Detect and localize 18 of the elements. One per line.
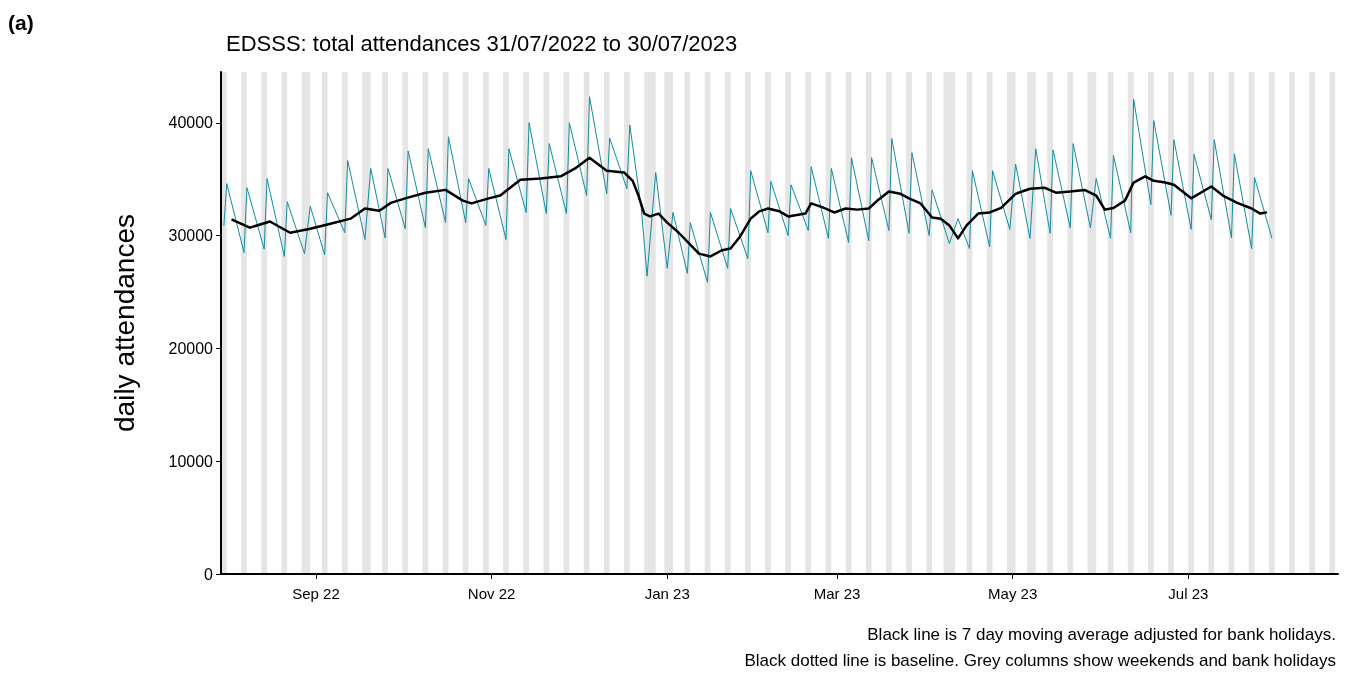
y-tick-label: 0 (204, 565, 214, 583)
text: (a) (8, 11, 34, 34)
y-tick-label: 40000 (168, 114, 214, 132)
x-tick-label: Jan 23 (644, 585, 690, 602)
text: Black dotted line is baseline. Grey columns show weekends and bank holidays (744, 651, 1336, 670)
x-tick-label: Nov 22 (467, 585, 516, 602)
y-tick-label: 30000 (168, 227, 214, 245)
text: Black line is 7 day moving average adjusted for bank holidays. (867, 625, 1336, 644)
line-series (223, 96, 1273, 283)
y-tick-label: 20000 (168, 339, 214, 357)
y-axis-title: daily attendances (108, 214, 140, 432)
y-tick-label: 10000 (168, 452, 214, 470)
x-tick-label: Jul 23 (1168, 585, 1209, 602)
x-tick-label: Mar 23 (813, 585, 861, 602)
x-tick-label: May 23 (988, 585, 1038, 602)
x-tick-label: Sep 22 (292, 585, 340, 602)
line-series (231, 156, 1268, 258)
chart-title: EDSSS: total attendances 31/07/2022 to 30/07/2023 (226, 30, 738, 56)
